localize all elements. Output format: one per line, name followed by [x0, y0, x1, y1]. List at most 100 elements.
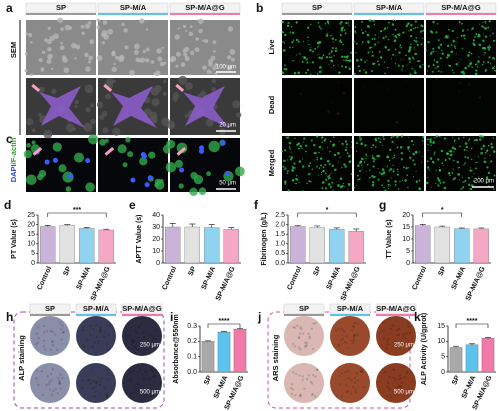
texture: [96, 18, 101, 23]
texture: [386, 343, 389, 346]
texture: [399, 46, 401, 48]
texture: [327, 32, 329, 35]
texture: [314, 19, 316, 21]
texture: [437, 179, 441, 182]
texture: [452, 136, 454, 138]
texture: [350, 30, 352, 32]
texture: [369, 46, 372, 49]
texture: [327, 22, 330, 25]
texture: [207, 58, 214, 65]
texture: [400, 135, 404, 138]
texture: [96, 101, 104, 108]
texture: [389, 160, 391, 162]
texture: [367, 41, 370, 44]
texture: [318, 25, 320, 27]
texture: [453, 151, 455, 153]
texture: [52, 142, 62, 152]
texture: [394, 183, 397, 186]
texture: [373, 175, 376, 178]
row-label: ARS staining: [271, 334, 280, 381]
texture: [327, 175, 330, 178]
texture: [364, 71, 368, 74]
texture: [289, 147, 291, 150]
texture: [310, 394, 314, 397]
texture: [446, 56, 449, 59]
texture: [93, 341, 97, 344]
texture: [234, 166, 245, 177]
texture: [453, 177, 456, 180]
texture: [290, 383, 294, 386]
texture: [447, 44, 450, 48]
texture: [401, 68, 403, 70]
stained-well: [376, 316, 416, 356]
texture: [432, 63, 435, 67]
texture: [105, 394, 108, 398]
texture: [189, 50, 195, 56]
texture: [427, 41, 430, 44]
texture: [153, 72, 156, 75]
texture: [133, 43, 140, 50]
stained-well: [330, 316, 370, 356]
texture: [482, 144, 486, 148]
texture: [58, 164, 67, 173]
header-underline: [282, 13, 352, 15]
label-part: DAPI: [9, 164, 18, 182]
texture: [429, 52, 433, 55]
texture: [344, 32, 347, 35]
texture: [291, 41, 294, 44]
texture: [449, 64, 452, 68]
texture: [371, 175, 374, 178]
texture: [479, 138, 482, 141]
error-bar: [469, 343, 475, 345]
texture: [104, 93, 111, 100]
y-tick-label: 0: [156, 260, 160, 267]
texture: [334, 49, 338, 53]
texture: [348, 59, 352, 62]
texture: [345, 383, 348, 387]
texture: [488, 56, 491, 59]
texture: [324, 138, 327, 141]
texture: [461, 176, 464, 178]
texture: [453, 71, 455, 74]
texture: [370, 70, 373, 72]
cell: [111, 86, 157, 128]
texture: [386, 165, 388, 168]
texture: [458, 62, 460, 64]
texture: [361, 29, 363, 31]
texture: [377, 85, 379, 88]
x-tick-label: SP: [203, 374, 213, 386]
texture: [414, 48, 416, 50]
texture: [470, 169, 473, 172]
error-bar: [169, 223, 176, 227]
texture: [434, 136, 436, 139]
texture: [386, 156, 389, 159]
texture: [335, 394, 338, 398]
texture: [431, 70, 434, 73]
texture: [123, 28, 128, 33]
texture: [456, 36, 458, 38]
texture: [322, 148, 324, 150]
texture: [95, 380, 98, 384]
texture: [42, 345, 45, 348]
texture: [402, 335, 405, 338]
texture: [414, 52, 417, 56]
texture: [129, 392, 133, 395]
texture: [463, 180, 465, 183]
texture: [342, 330, 346, 333]
texture: [472, 180, 476, 183]
texture: [298, 160, 302, 163]
bar: [348, 231, 364, 264]
texture: [484, 161, 487, 164]
x-tick-label: Control: [286, 266, 303, 292]
texture: [458, 179, 461, 181]
texture: [405, 389, 409, 392]
y-tick-label: 5: [31, 250, 35, 257]
error-bar: [64, 224, 71, 226]
texture: [372, 165, 375, 168]
texture: [407, 136, 409, 138]
texture: [343, 371, 347, 374]
texture: [345, 21, 348, 25]
texture: [329, 53, 331, 55]
texture: [324, 187, 328, 190]
texture: [75, 44, 81, 50]
